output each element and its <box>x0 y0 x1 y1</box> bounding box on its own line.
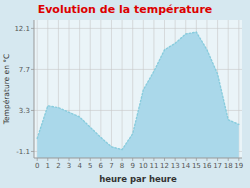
tick-label: 6 <box>99 162 104 170</box>
tick-label: 9 <box>130 162 134 170</box>
plot-area <box>34 20 242 158</box>
tick-label: 17 <box>213 162 222 170</box>
grid-line <box>111 20 112 158</box>
tick-label: 15 <box>192 162 201 170</box>
tick-label: 2 <box>56 162 60 170</box>
tick-label: 7.7 <box>19 66 30 74</box>
tick-label: 7 <box>109 162 113 170</box>
x-axis <box>34 158 242 159</box>
tick-label: 18 <box>224 162 233 170</box>
tick <box>37 158 38 161</box>
tick <box>122 158 123 161</box>
chart: -1.13.37.712.101234567891011121314151617… <box>0 0 250 188</box>
tick <box>58 158 59 161</box>
tick-label: 1 <box>46 162 50 170</box>
title: Evolution de la température <box>38 3 213 16</box>
tick-label: 8 <box>120 162 124 170</box>
series-group <box>37 32 239 158</box>
tick-label: 0 <box>35 162 39 170</box>
tick <box>175 158 176 161</box>
line <box>37 32 239 149</box>
tick <box>164 158 165 161</box>
tick <box>153 158 154 161</box>
tick <box>100 158 101 161</box>
x-axis-label: heure par heure <box>99 174 177 184</box>
tick <box>228 158 229 161</box>
background <box>0 0 250 188</box>
tick-label: 3.3 <box>19 107 30 115</box>
tick <box>217 158 218 161</box>
tick-label: 10 <box>139 162 148 170</box>
tick <box>238 158 239 161</box>
tick <box>90 158 91 161</box>
tick-label: 12.1 <box>14 25 30 33</box>
tick-label: 11 <box>149 162 158 170</box>
tick-label: -1.1 <box>16 148 30 156</box>
tick <box>196 158 197 161</box>
tick <box>31 28 34 29</box>
tick-label: 14 <box>181 162 190 170</box>
grid-line <box>34 28 242 29</box>
grid-line <box>122 20 123 158</box>
tick <box>143 158 144 161</box>
tick <box>206 158 207 161</box>
tick <box>185 158 186 161</box>
area <box>37 32 239 158</box>
tick <box>79 158 80 161</box>
tick <box>111 158 112 161</box>
tick <box>31 110 34 111</box>
tick-label: 16 <box>203 162 212 170</box>
grid <box>34 20 242 158</box>
tick <box>31 151 34 152</box>
tick-label: 19 <box>234 162 243 170</box>
y-axis <box>34 20 35 158</box>
tick-label: 12 <box>160 162 169 170</box>
tick <box>47 158 48 161</box>
tick-label: 4 <box>77 162 82 170</box>
tick-label: 13 <box>171 162 180 170</box>
tick <box>69 158 70 161</box>
tick-label: 5 <box>88 162 92 170</box>
tick-label: 3 <box>67 162 71 170</box>
tick <box>31 69 34 70</box>
tick <box>132 158 133 161</box>
y-axis-label: Température en °C <box>2 54 11 126</box>
